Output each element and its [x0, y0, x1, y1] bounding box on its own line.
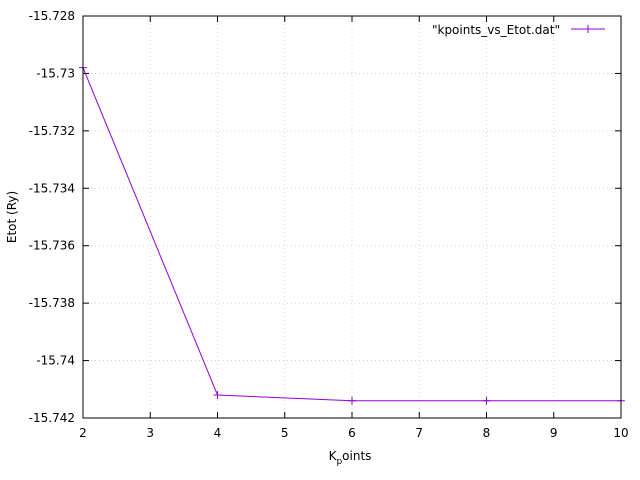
y-tick-label: -15.738	[29, 296, 75, 310]
x-tick-label: 3	[146, 426, 154, 440]
x-axis-label-rest: oints	[342, 449, 371, 463]
grid-lines	[83, 16, 621, 418]
x-axis-label: Kpoints	[329, 449, 372, 467]
x-tick-label: 6	[348, 426, 356, 440]
x-tick-label: 7	[415, 426, 423, 440]
tick-labels: 2 3 4 5 6 7 8 9 10 -15.728 -15.73 -15.732 -15.734 -15…	[29, 9, 629, 440]
x-tick-label: 10	[613, 426, 628, 440]
y-tick-label: -15.73	[36, 66, 75, 80]
x-tick-label: 5	[281, 426, 289, 440]
data-point	[348, 396, 356, 405]
y-tick-label: -15.736	[29, 239, 75, 253]
y-tick-label: -15.742	[29, 411, 75, 425]
x-axis-label-main: K	[329, 449, 338, 463]
legend-label: "kpoints_vs_Etot.dat"	[432, 23, 560, 37]
data-point	[482, 396, 491, 405]
y-axis-label: Etot (Ry)	[5, 191, 19, 243]
plot-frame	[82, 15, 622, 419]
x-tick-label: 9	[550, 426, 558, 440]
y-tick-label: -15.732	[29, 124, 75, 138]
data-point	[213, 391, 222, 400]
legend-marker	[584, 25, 592, 33]
y-tick-label: -15.728	[29, 9, 75, 23]
legend: "kpoints_vs_Etot.dat"	[432, 23, 605, 37]
x-tick-label: 2	[79, 426, 87, 440]
x-tick-label: 4	[214, 426, 222, 440]
y-tick-label: -15.74	[36, 354, 75, 368]
x-axis-label-subscript: p	[336, 457, 342, 467]
x-tick-label: 8	[483, 426, 491, 440]
y-tick-label: -15.734	[29, 181, 75, 195]
